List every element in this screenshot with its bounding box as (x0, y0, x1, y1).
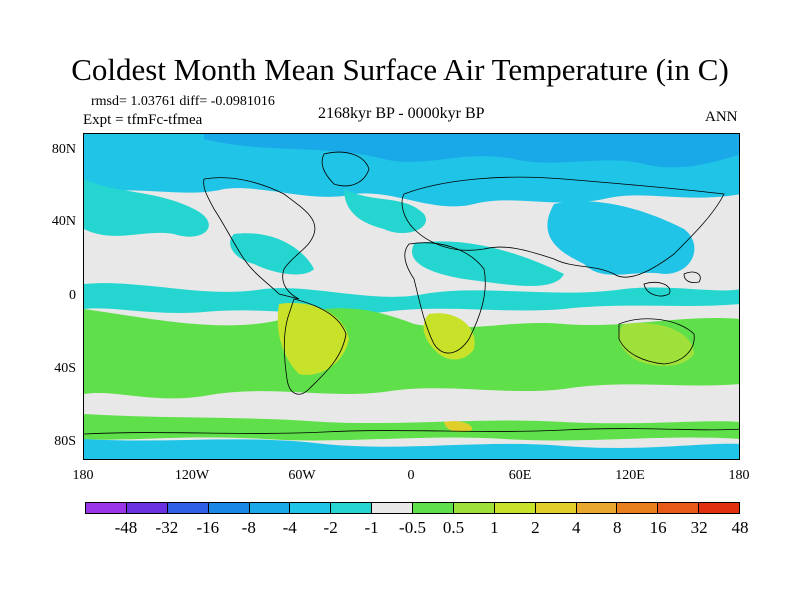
lat-label: 40S (54, 361, 76, 376)
north-atlantic-cooling (344, 189, 426, 234)
north-pacific-cooling (84, 179, 209, 237)
colorbar-tick-label: 4 (572, 518, 581, 537)
north-america-coast (203, 177, 316, 300)
lat-label: 80S (54, 434, 76, 449)
lon-label: 120W (174, 468, 210, 483)
colorbar-tick-label: 1 (490, 518, 499, 537)
eurasia-coast (401, 176, 725, 278)
south-america-coast (283, 298, 347, 395)
lat-label: 80N (51, 142, 76, 157)
asia-islands-coast (643, 271, 701, 297)
antarctic-warming (84, 414, 739, 441)
colorbar-segment (86, 503, 127, 513)
greenland-coast (321, 151, 370, 187)
colorbar-segment (290, 503, 332, 513)
south-africa-warming (423, 313, 475, 360)
colorbar-tick-label: 48 (731, 518, 749, 537)
lon-label: 120E (615, 468, 645, 483)
australia-coast (618, 318, 695, 365)
season-label: ANN (705, 109, 738, 125)
tropical-cooling-band (84, 283, 739, 315)
lon-label: 60W (288, 468, 316, 483)
colorbar-tick-label: -8 (241, 518, 256, 537)
australia-warming (618, 323, 694, 366)
colorbar-tick-label: -0.5 (399, 518, 426, 537)
colorbar-segment (249, 503, 291, 513)
colorbar-segment (576, 503, 618, 513)
colorbar-segment (208, 503, 250, 513)
south-america-warming (277, 303, 349, 375)
lon-label: 60E (508, 468, 532, 483)
arctic-strong-cooling (204, 134, 739, 168)
colorbar-tick-label: -2 (323, 518, 338, 537)
coastlines (84, 151, 739, 435)
lon-label: 180 (72, 468, 94, 483)
colorbar-tick-label: 16 (649, 518, 667, 537)
colorbar-tick-label: 2 (531, 518, 540, 537)
colorbar-segment (167, 503, 209, 513)
colorbar-segment (617, 503, 659, 513)
colorbar-tick-label: 8 (612, 518, 622, 537)
colorbar-segment (699, 503, 739, 513)
antarctica-coast (84, 428, 739, 435)
colorbar-segment (331, 503, 373, 513)
colorbar-segment (413, 503, 454, 513)
world-map (83, 133, 740, 460)
colorbar-tick-label: 0.5 (442, 518, 465, 537)
colorbar-tick-label: -32 (155, 518, 179, 537)
lon-label: 0 (407, 468, 415, 483)
colorbar-segment (658, 503, 700, 513)
southern-warming-belt (84, 308, 739, 399)
colorbar-tick-label: -1 (364, 518, 379, 537)
lat-label: 40N (51, 214, 76, 229)
africa-coast (404, 242, 486, 354)
colorbar-tick-label: 32 (690, 518, 708, 537)
antarctic-cooling (84, 439, 739, 459)
asia-cooling-region (547, 201, 695, 275)
colorbar-segment (494, 503, 536, 513)
plot-title: Coldest Month Mean Surface Air Temperatu… (71, 52, 729, 87)
colorbar-tick-label: -16 (196, 518, 220, 537)
colorbar-tick-label: -4 (282, 518, 297, 537)
colorbar-segment (453, 503, 495, 513)
antarctic-warm-spot (444, 421, 473, 432)
eurasia-cooling (412, 241, 564, 286)
experiment-label: Expt = tfmFc-tfmea (83, 112, 203, 128)
colorbar-tick-label: -48 (114, 518, 138, 537)
colorbar-segment (126, 503, 168, 513)
temperature-anomaly-field (84, 134, 739, 459)
colorbar-segment (372, 503, 413, 513)
colorbar (85, 502, 740, 514)
lon-label: 180 (728, 468, 750, 483)
lat-label: 0 (69, 288, 76, 303)
time-period-label: 2168kyr BP - 0000kyr BP (318, 105, 485, 122)
rmsd-diff-stats: rmsd= 1.03761 diff= -0.0981016 (91, 94, 275, 109)
north-america-cooling (230, 233, 314, 275)
southern-ocean-neutral (84, 396, 739, 414)
colorbar-segment (535, 503, 577, 513)
